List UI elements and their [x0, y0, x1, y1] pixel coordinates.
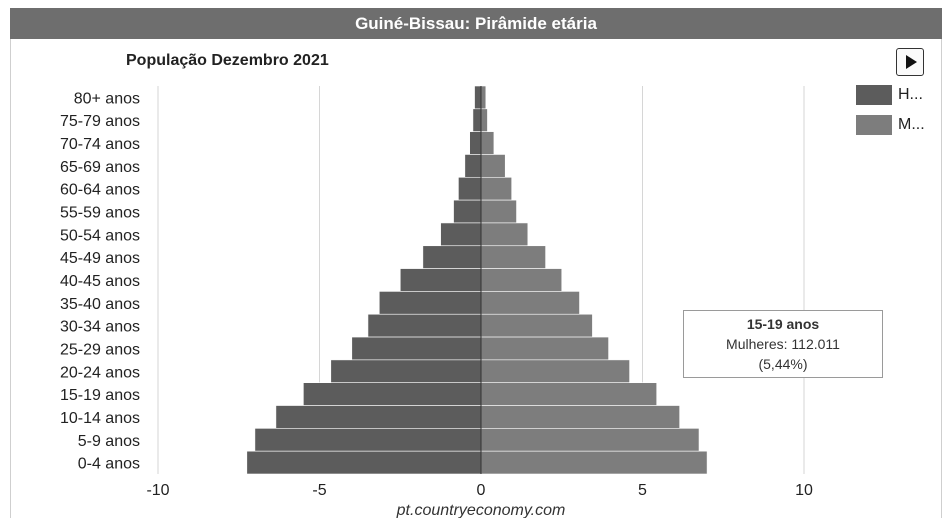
- chart-frame: [10, 8, 942, 518]
- bar[interactable]: [246, 450, 482, 475]
- bar[interactable]: [330, 359, 482, 384]
- bar[interactable]: [480, 245, 546, 269]
- x-tick-label: 10: [795, 482, 813, 499]
- bar[interactable]: [480, 336, 609, 361]
- bar[interactable]: [480, 359, 630, 384]
- bar[interactable]: [303, 382, 482, 406]
- bar[interactable]: [464, 154, 482, 178]
- y-tick-label: 60-64 anos: [60, 182, 140, 199]
- bar[interactable]: [469, 131, 482, 155]
- bar[interactable]: [480, 428, 700, 452]
- bar[interactable]: [480, 382, 658, 406]
- bar[interactable]: [453, 199, 482, 224]
- bar[interactable]: [480, 154, 506, 178]
- y-tick-label: 75-79 anos: [60, 113, 140, 130]
- legend-swatch-men: [856, 85, 892, 105]
- y-tick-label: 80+ anos: [74, 90, 140, 107]
- y-tick-label: 55-59 anos: [60, 205, 140, 222]
- tooltip-percent: (5,44%): [758, 356, 808, 372]
- bar[interactable]: [399, 268, 482, 292]
- legend-item-men[interactable]: H...: [856, 84, 925, 106]
- bar[interactable]: [480, 131, 495, 155]
- y-tick-label: 50-54 anos: [60, 227, 140, 244]
- x-tick-label: 5: [638, 482, 647, 499]
- chart-title: Guiné-Bissau: Pirâmide etária: [10, 8, 942, 39]
- bar[interactable]: [440, 222, 482, 247]
- x-tick-label: -5: [312, 482, 326, 499]
- legend-item-women[interactable]: M...: [856, 114, 925, 136]
- bar[interactable]: [351, 336, 482, 361]
- y-tick-label: 30-34 anos: [60, 319, 140, 336]
- x-tick-label: 0: [477, 482, 486, 499]
- play-icon: [906, 55, 917, 69]
- bar[interactable]: [480, 199, 517, 224]
- bar[interactable]: [422, 245, 482, 269]
- bar[interactable]: [480, 313, 593, 338]
- bar[interactable]: [275, 405, 482, 429]
- y-tick-label: 15-19 anos: [60, 387, 140, 404]
- y-tick-label: 0-4 anos: [78, 456, 140, 473]
- legend-label-men: H...: [898, 86, 923, 103]
- x-tick-label: -10: [146, 482, 169, 499]
- bar[interactable]: [480, 108, 488, 132]
- y-tick-label: 20-24 anos: [60, 364, 140, 381]
- y-tick-label: 25-29 anos: [60, 341, 140, 358]
- bar[interactable]: [458, 176, 482, 201]
- play-button[interactable]: [896, 48, 924, 76]
- bar[interactable]: [367, 313, 482, 338]
- y-tick-label: 10-14 anos: [60, 410, 140, 427]
- bar[interactable]: [378, 291, 482, 315]
- bar[interactable]: [480, 222, 529, 247]
- y-tick-label: 65-69 anos: [60, 159, 140, 176]
- legend-swatch-women: [856, 115, 892, 135]
- legend: H... M...: [856, 84, 925, 144]
- source-credit: pt.countryeconomy.com: [396, 502, 566, 518]
- bar[interactable]: [480, 291, 580, 315]
- bar[interactable]: [480, 268, 563, 292]
- y-tick-label: 45-49 anos: [60, 250, 140, 267]
- bar[interactable]: [480, 450, 708, 475]
- y-tick-label: 70-74 anos: [60, 136, 140, 153]
- tooltip-value: Mulheres: 112.011: [726, 336, 840, 352]
- bar[interactable]: [480, 176, 512, 201]
- y-tick-label: 5-9 anos: [78, 433, 140, 450]
- y-tick-label: 35-40 anos: [60, 296, 140, 313]
- bar[interactable]: [472, 108, 482, 132]
- bar[interactable]: [480, 405, 680, 429]
- bar[interactable]: [254, 428, 482, 452]
- y-tick-label: 40-45 anos: [60, 273, 140, 290]
- tooltip-title: 15-19 anos: [746, 316, 820, 332]
- chart-subtitle: População Dezembro 2021: [126, 52, 329, 69]
- legend-label-women: M...: [898, 116, 925, 133]
- tooltip: 15-19 anos Mulheres: 112.011 (5,44%): [683, 310, 883, 378]
- bar[interactable]: [474, 85, 482, 110]
- bar[interactable]: [480, 85, 487, 110]
